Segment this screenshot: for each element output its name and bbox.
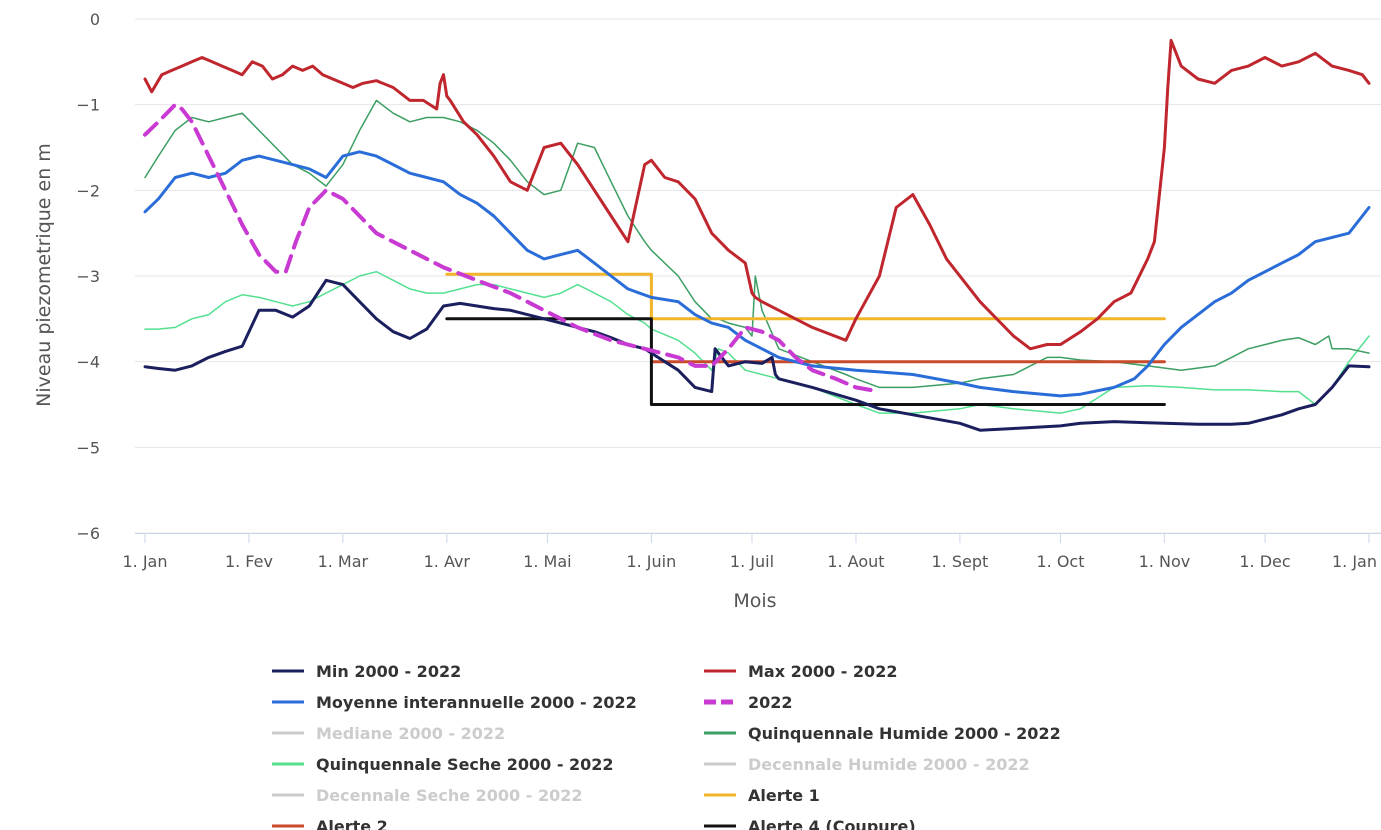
y-tick-label: −3	[76, 267, 100, 286]
legend-label: Quinquennale Humide 2000 - 2022	[748, 724, 1061, 743]
y-tick-label: −2	[76, 181, 100, 200]
legend-item[interactable]: Decennale Seche 2000 - 2022	[272, 786, 582, 805]
x-tick-label: 1. Nov	[1139, 552, 1191, 571]
legend-label: Alerte 2	[316, 817, 388, 830]
x-tick-label: 1. Oct	[1036, 552, 1084, 571]
x-tick-label: 1. Sept	[931, 552, 988, 571]
y-axis-title: Niveau piezometrique en m	[33, 143, 55, 407]
legend-label: Min 2000 - 2022	[316, 662, 461, 681]
legend-item[interactable]: Quinquennale Seche 2000 - 2022	[272, 755, 614, 774]
x-axis-title: Mois	[733, 590, 776, 612]
legend-item[interactable]: Alerte 4 (Coupure)	[704, 817, 916, 830]
legend: Min 2000 - 2022 Max 2000 - 2022 Moyenne in…	[272, 662, 1061, 830]
x-tick-label: 1. Juin	[626, 552, 676, 571]
legend-item[interactable]: Decennale Humide 2000 - 2022	[704, 755, 1030, 774]
y-tick-label: 0	[90, 10, 100, 29]
x-tick-label: 1. Avr	[424, 552, 471, 571]
legend-label: Alerte 1	[748, 786, 820, 805]
legend-item[interactable]: Moyenne interannuelle 2000 - 2022	[272, 693, 637, 712]
legend-label: Decennale Seche 2000 - 2022	[316, 786, 582, 805]
legend-item[interactable]: Alerte 1	[704, 786, 820, 805]
legend-label: 2022	[748, 693, 793, 712]
x-tick-label: 1. Jan	[1332, 552, 1377, 571]
series-line-min-2000-2022	[143, 278, 1371, 432]
x-tick-label: 1. Aout	[827, 552, 884, 571]
legend-label: Quinquennale Seche 2000 - 2022	[316, 755, 614, 774]
series-line-alerte-1	[445, 272, 1166, 321]
y-tick-label: −4	[76, 353, 100, 372]
legend-label: Max 2000 - 2022	[748, 662, 897, 681]
x-tick-label: 1. Dec	[1239, 552, 1290, 571]
legend-item[interactable]: 2022	[704, 693, 793, 712]
x-tick-label: 1. Fev	[225, 552, 273, 571]
series-layer	[143, 38, 1371, 432]
x-tick-label: 1. Mai	[523, 552, 571, 571]
x-tick-label: 1. Mar	[318, 552, 369, 571]
x-tick-label: 1. Juil	[730, 552, 774, 571]
grid-layer	[135, 18, 1381, 534]
legend-label: Moyenne interannuelle 2000 - 2022	[316, 693, 637, 712]
legend-item[interactable]: Alerte 2	[272, 817, 388, 830]
axis-layer: 0 −1 −2 −3 −4 −5 −6 1. Jan 1. Fev 1. Mar 1. Avr 1. …	[76, 10, 1381, 571]
legend-label: Alerte 4 (Coupure)	[748, 817, 916, 830]
legend-item[interactable]: Min 2000 - 2022	[272, 662, 461, 681]
x-tick-label: 1. Jan	[122, 552, 167, 571]
legend-label: Decennale Humide 2000 - 2022	[748, 755, 1030, 774]
series-line-2022	[143, 102, 882, 394]
legend-item[interactable]: Max 2000 - 2022	[704, 662, 897, 681]
legend-label: Mediane 2000 - 2022	[316, 724, 505, 743]
series-line-max-2000-2022	[143, 38, 1371, 351]
legend-item[interactable]: Quinquennale Humide 2000 - 2022	[704, 724, 1061, 743]
legend-item[interactable]: Mediane 2000 - 2022	[272, 724, 505, 743]
y-tick-label: −6	[76, 524, 100, 543]
series-line-moyenne-interannuelle-2000-2022	[143, 150, 1371, 398]
y-tick-label: −1	[76, 96, 100, 115]
y-tick-label: −5	[76, 438, 100, 457]
series-line-quinquennale-humide-2000-2022	[144, 99, 1370, 389]
series-line-quinquennale-seche-2000-2022	[144, 270, 1370, 414]
